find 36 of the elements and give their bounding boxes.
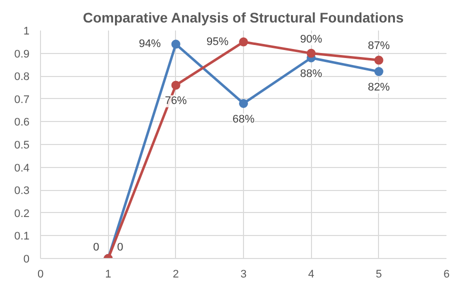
y-tick-label: 0.2 bbox=[14, 208, 30, 220]
y-tick-label: 0.3 bbox=[14, 185, 30, 198]
x-tick-label: 0 bbox=[37, 268, 44, 280]
point bbox=[374, 67, 384, 76]
y-tick-label: 0.5 bbox=[14, 140, 30, 152]
point bbox=[239, 98, 248, 108]
point bbox=[374, 56, 384, 65]
y-tick-label: 0 bbox=[23, 254, 30, 266]
y-tick-label: 0.6 bbox=[14, 116, 30, 129]
x-tick-label: 5 bbox=[376, 268, 382, 280]
data-label: 95% bbox=[206, 36, 229, 48]
point bbox=[171, 80, 180, 90]
y-tick-label: 0.7 bbox=[14, 94, 30, 106]
x-tick-label: 2 bbox=[172, 268, 179, 280]
x-tick-label: 1 bbox=[105, 268, 112, 280]
data-label: 94% bbox=[138, 38, 162, 50]
point bbox=[306, 48, 316, 58]
chart-title: Comparative Analysis of Structural Foundations bbox=[82, 10, 404, 26]
y-tick-label: 0.8 bbox=[14, 71, 30, 84]
y-tick-label: 0.9 bbox=[14, 48, 30, 60]
data-label: 68% bbox=[232, 113, 255, 126]
point bbox=[171, 40, 180, 49]
y-tick-label: 0.1 bbox=[14, 230, 30, 243]
data-label: 88% bbox=[300, 68, 322, 80]
x-tick-label: 6 bbox=[443, 268, 450, 280]
data-label: 82% bbox=[368, 82, 390, 94]
data-label: 90% bbox=[300, 33, 322, 46]
y-tick-label: 0.4 bbox=[14, 162, 30, 174]
data-label: 87% bbox=[368, 40, 390, 52]
point bbox=[239, 37, 248, 46]
data-label: 0 bbox=[117, 242, 124, 254]
y-tick-label: 1 bbox=[23, 26, 30, 38]
data-label: 0 bbox=[93, 242, 100, 254]
x-tick-label: 3 bbox=[240, 268, 247, 280]
data-label: 76% bbox=[164, 95, 188, 108]
x-tick-label: 4 bbox=[308, 268, 314, 280]
